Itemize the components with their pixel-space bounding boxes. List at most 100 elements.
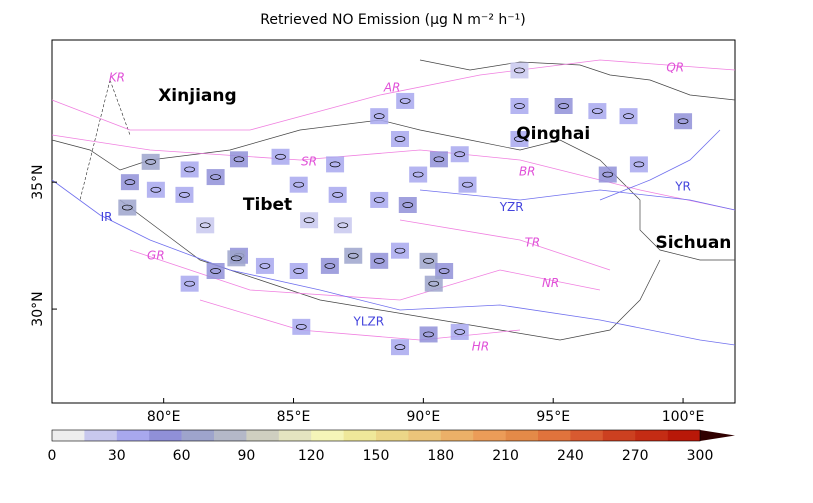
emission-cell — [629, 156, 648, 173]
colorbar-bin — [505, 430, 539, 441]
emission-cell — [229, 151, 248, 168]
colorbar-bin — [440, 430, 474, 441]
emission-cell — [206, 169, 225, 186]
colorbar-bin — [278, 430, 312, 441]
emission-contour — [454, 329, 466, 335]
emission-contour — [399, 98, 411, 104]
emission-cell — [227, 250, 246, 267]
emission-cell — [435, 263, 454, 279]
emission-cell — [419, 252, 438, 269]
emission-contour — [121, 204, 133, 211]
colorbar-bin — [214, 430, 247, 441]
emission-contour — [602, 171, 614, 178]
emission-cell — [619, 108, 638, 125]
emission-contour — [633, 161, 645, 168]
emission-cell — [300, 212, 319, 229]
emission-cell — [180, 161, 199, 178]
colorbar-bin — [538, 430, 571, 441]
colorbar-tick-label: 180 — [427, 448, 454, 464]
emission-contour — [275, 153, 286, 160]
emission-cell — [370, 191, 389, 208]
x-tick-label: 85°E — [277, 409, 311, 425]
emission-cell — [344, 247, 363, 264]
emission-cell — [292, 318, 311, 335]
river-label: IR — [101, 210, 113, 224]
emission-contour — [394, 136, 406, 142]
colorbar-bin — [376, 430, 409, 441]
fault-label: GR — [147, 248, 165, 262]
emission-contour — [231, 255, 242, 262]
emission-contour — [293, 268, 305, 274]
colorbar-tick-label: 30 — [108, 448, 126, 464]
emission-contour — [514, 103, 525, 109]
colorbar-bin — [52, 430, 85, 441]
emission-cell — [674, 113, 693, 130]
emission-cell — [255, 257, 274, 274]
emission-cell — [333, 217, 352, 234]
emission-contour — [402, 202, 414, 208]
emission-cell — [180, 275, 199, 292]
fault-label: SR — [301, 154, 317, 168]
colorbar-bin — [408, 430, 442, 441]
colorbar-bin — [246, 430, 280, 441]
emission-contour — [145, 158, 157, 165]
region-label: Sichuan — [655, 233, 731, 253]
emission-cell — [120, 174, 139, 191]
x-tick-label: 80°E — [147, 409, 181, 425]
emission-contour — [293, 181, 305, 188]
emission-cell — [390, 131, 409, 147]
river-label: YR — [674, 180, 691, 194]
emission-cell — [419, 326, 438, 343]
emission-contour — [428, 280, 440, 287]
emission-contour — [394, 247, 406, 254]
river-label: YZR — [499, 200, 524, 214]
emission-cell — [510, 131, 529, 147]
emission-contour — [259, 263, 271, 269]
emission-cell — [118, 199, 137, 216]
emission-contour — [623, 113, 634, 120]
emission-contour — [433, 156, 445, 163]
emission-contour — [124, 179, 136, 186]
emission-cell — [289, 263, 308, 279]
colorbar-tick-label: 0 — [48, 448, 57, 464]
y-tick-label: 35°N — [30, 165, 46, 200]
emission-cell — [320, 257, 339, 274]
emission-contour — [329, 161, 341, 168]
region-label: Qinghai — [516, 124, 590, 144]
y-tick-label: 30°N — [30, 291, 46, 326]
fault-label: KR — [109, 71, 125, 85]
emission-cell — [370, 108, 389, 125]
colorbar-bin — [473, 430, 506, 441]
colorbar-bin — [635, 430, 668, 441]
emission-contour — [150, 186, 162, 193]
emission-cell — [146, 181, 165, 198]
colorbar-frame — [51, 429, 701, 442]
emission-contour — [592, 108, 603, 114]
colorbar-bin — [181, 430, 215, 441]
emission-cell — [554, 98, 573, 114]
emission-contour — [394, 344, 406, 351]
colorbar-bin — [311, 430, 344, 441]
emission-cell — [196, 217, 215, 234]
emission-contour — [454, 151, 466, 158]
fault-label: QR — [666, 60, 684, 74]
emission-contour — [332, 191, 344, 198]
colorbar-tick-label: 120 — [298, 448, 325, 464]
emission-contour — [514, 67, 525, 74]
title: Retrieved NO Emission (μg N m⁻² h⁻¹) — [260, 12, 525, 28]
x-tick-label: 100°E — [662, 409, 705, 425]
colorbar-bin — [116, 430, 150, 441]
emission-cell — [289, 176, 308, 193]
fault-label: HR — [472, 340, 489, 354]
emission-contour — [233, 156, 245, 163]
colorbar-tick-label: 270 — [622, 448, 649, 464]
fault-label: TR — [525, 236, 541, 250]
emission-contour — [373, 257, 385, 264]
emission-contour — [179, 191, 190, 198]
emission-cell — [326, 156, 345, 173]
emission-contour — [303, 217, 315, 224]
river-label: YLZR — [353, 314, 385, 328]
emission-contour — [423, 257, 434, 264]
x-tick-label: 90°E — [407, 409, 441, 425]
fault-label: BR — [519, 165, 536, 179]
